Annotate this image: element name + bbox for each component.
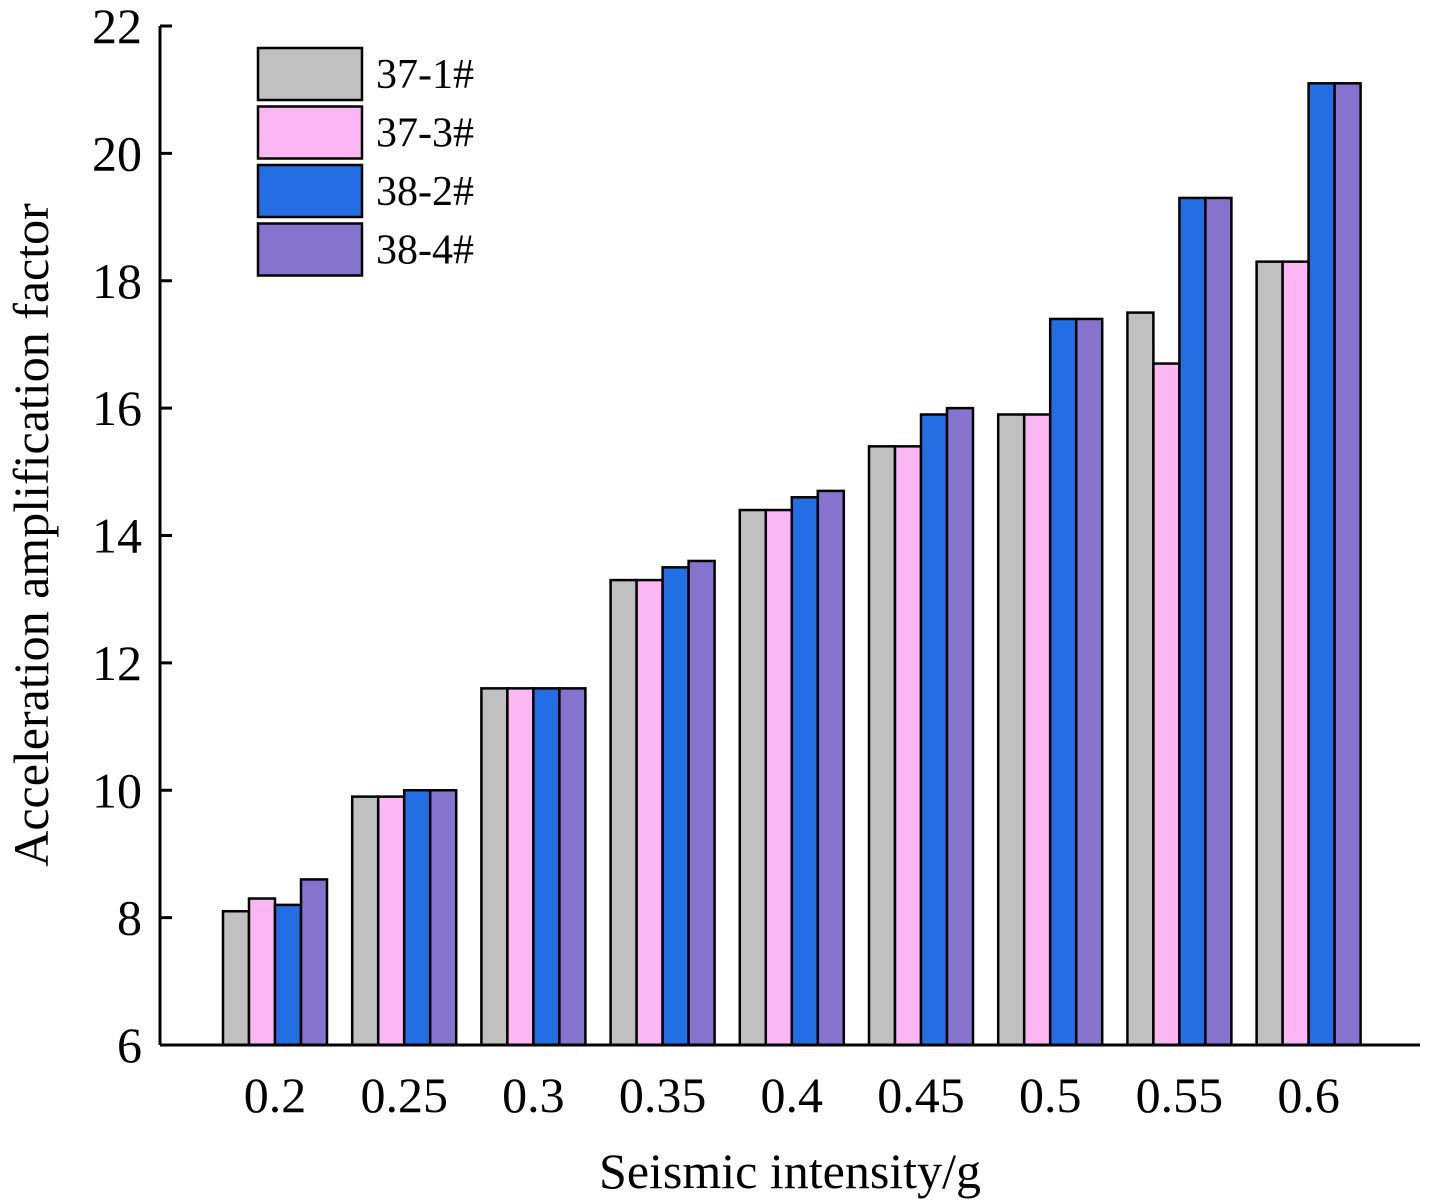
x-tick-label: 0.3 bbox=[502, 1067, 565, 1123]
legend-swatch-38-2 bbox=[256, 163, 364, 219]
bar-38-4-0.2 bbox=[299, 878, 329, 1047]
bar-37-3-0.35 bbox=[635, 578, 664, 1047]
bar-38-2-0.5 bbox=[1048, 317, 1078, 1047]
bar-37-3-0.25 bbox=[376, 795, 406, 1047]
bar-38-2-0.4 bbox=[790, 496, 820, 1047]
x-tick-label: 0.6 bbox=[1277, 1067, 1340, 1123]
bar-38-4-0.5 bbox=[1074, 317, 1104, 1047]
bar-37-1-0.5 bbox=[996, 413, 1026, 1047]
x-tick-label: 0.25 bbox=[360, 1067, 448, 1123]
bar-37-1-0.45 bbox=[867, 445, 897, 1047]
x-tick-labels: 0.2 0.25 0.3 0.35 0.4 0.45 0.5 0.55 0.6 bbox=[244, 1067, 1340, 1123]
bar-38-2-0.25 bbox=[402, 789, 432, 1047]
bar-37-3-0.4 bbox=[764, 508, 794, 1047]
bar-37-1-0.2 bbox=[221, 910, 251, 1047]
y-tick-label: 18 bbox=[92, 253, 142, 309]
bar-38-4-0.35 bbox=[687, 559, 716, 1047]
legend: 37-1# 37-3# 38-2# 38-4# bbox=[256, 46, 474, 277]
bar-38-4-0.4 bbox=[816, 489, 846, 1047]
y-tick-label: 10 bbox=[92, 762, 142, 818]
x-tick-label: 0.5 bbox=[1019, 1067, 1082, 1123]
bar-38-4-0.55 bbox=[1204, 196, 1233, 1047]
bar-38-2-0.2 bbox=[273, 903, 303, 1047]
bar-38-4-0.45 bbox=[945, 406, 975, 1047]
y-tick-label: 6 bbox=[117, 1017, 142, 1073]
bar-37-3-0.6 bbox=[1281, 260, 1310, 1047]
bar-37-3-0.55 bbox=[1152, 362, 1181, 1047]
bar-37-3-0.3 bbox=[506, 687, 535, 1047]
y-tick-label: 16 bbox=[92, 380, 142, 436]
x-tick-label: 0.55 bbox=[1136, 1067, 1224, 1123]
legend-swatch-38-4 bbox=[256, 222, 364, 277]
bar-37-3-0.2 bbox=[247, 897, 277, 1047]
bar-37-3-0.45 bbox=[893, 445, 923, 1047]
bar-37-1-0.25 bbox=[350, 795, 380, 1047]
bar-37-1-0.6 bbox=[1255, 260, 1284, 1047]
legend-swatch-37-3 bbox=[256, 105, 364, 160]
bar-38-2-0.55 bbox=[1178, 196, 1207, 1047]
bar-38-4-0.6 bbox=[1333, 82, 1362, 1047]
legend-swatch-37-1 bbox=[256, 46, 364, 102]
y-tick-label: 22 bbox=[92, 0, 142, 54]
bar-38-4-0.3 bbox=[558, 687, 587, 1047]
bar-38-2-0.6 bbox=[1307, 82, 1336, 1047]
bar-37-3-0.5 bbox=[1022, 413, 1052, 1047]
bar-38-4-0.25 bbox=[428, 789, 458, 1047]
x-axis-title: Seismic intensity/g bbox=[599, 1143, 981, 1199]
y-tick-label: 8 bbox=[117, 890, 142, 946]
x-tick-label: 0.4 bbox=[761, 1067, 824, 1123]
y-axis-title: Acceleration amplification factor bbox=[3, 203, 59, 867]
x-tick-label: 0.45 bbox=[877, 1067, 965, 1123]
bar-38-2-0.45 bbox=[919, 413, 949, 1047]
bar-38-2-0.35 bbox=[661, 566, 690, 1047]
x-tick-label: 0.35 bbox=[619, 1067, 707, 1123]
bar-37-1-0.35 bbox=[609, 578, 638, 1047]
bars-layer bbox=[221, 82, 1362, 1047]
bar-37-1-0.4 bbox=[738, 508, 768, 1047]
legend-label: 37-3# bbox=[376, 111, 474, 157]
bar-37-1-0.55 bbox=[1126, 311, 1155, 1047]
y-tick-label: 14 bbox=[92, 508, 142, 564]
legend-label: 38-2# bbox=[376, 169, 474, 215]
y-tick-label: 20 bbox=[92, 125, 142, 181]
legend-label: 37-1# bbox=[376, 52, 474, 98]
bar-37-1-0.3 bbox=[480, 687, 509, 1047]
y-ticks: 6 8 10 12 14 16 18 20 22 bbox=[92, 0, 172, 1073]
bar-38-2-0.3 bbox=[532, 687, 561, 1047]
x-tick-label: 0.2 bbox=[244, 1067, 307, 1123]
y-tick-label: 12 bbox=[92, 635, 142, 691]
legend-label: 38-4# bbox=[376, 228, 474, 274]
